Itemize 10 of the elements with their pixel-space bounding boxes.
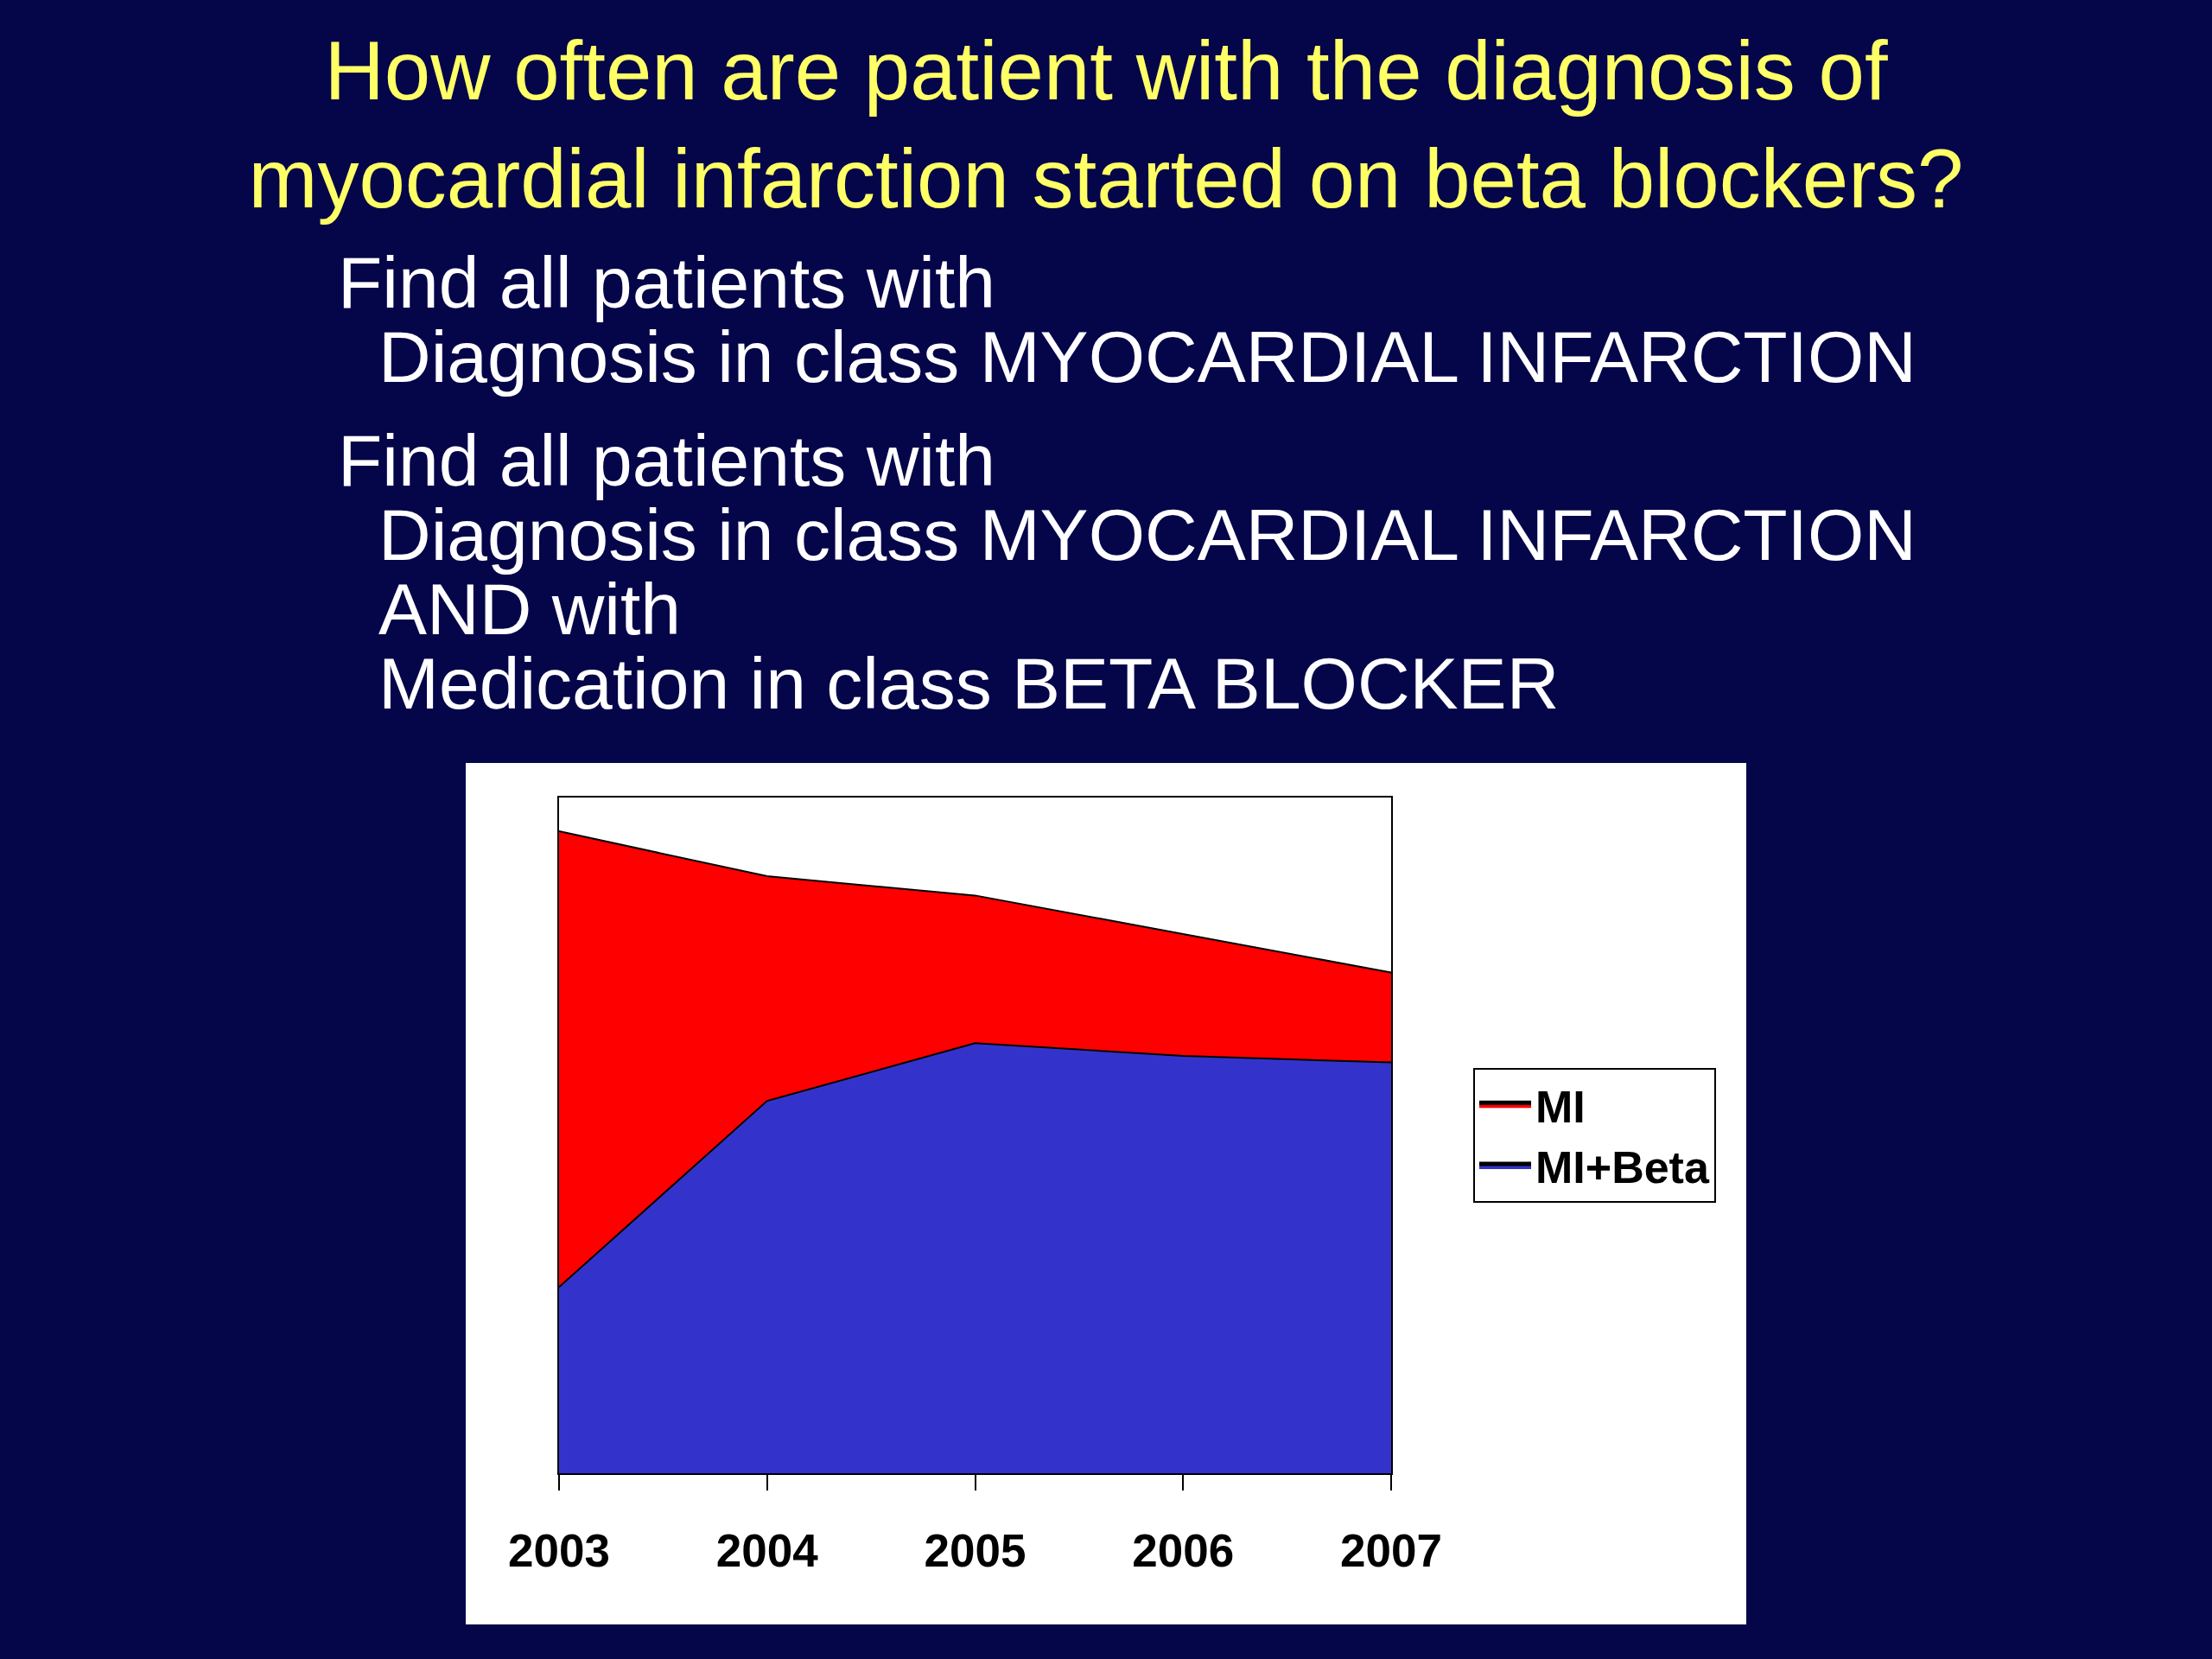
- chart-title: How often are patient with the diagnosis of myocardial infarction started on beta blockers?: [248, 24, 1964, 225]
- x-tick-label: 2006: [1132, 1524, 1235, 1576]
- x-tick-label: 2007: [1340, 1524, 1442, 1576]
- x-tick-label: 2005: [924, 1524, 1027, 1576]
- x-tick-label: 2004: [715, 1524, 819, 1576]
- legend-label: MI+Beta: [1535, 1142, 1710, 1193]
- text: Find all patients with Diagnosis in class MYOCARDIAL INFARCTION AND with Medication in class BETA BLOCKER: [338, 420, 1916, 724]
- x-tick-label: 2003: [508, 1524, 610, 1576]
- legend-label: MI: [1535, 1081, 1586, 1132]
- text: Find all patients with Diagnosis in class MYOCARDIAL INFARCTION: [338, 242, 1916, 397]
